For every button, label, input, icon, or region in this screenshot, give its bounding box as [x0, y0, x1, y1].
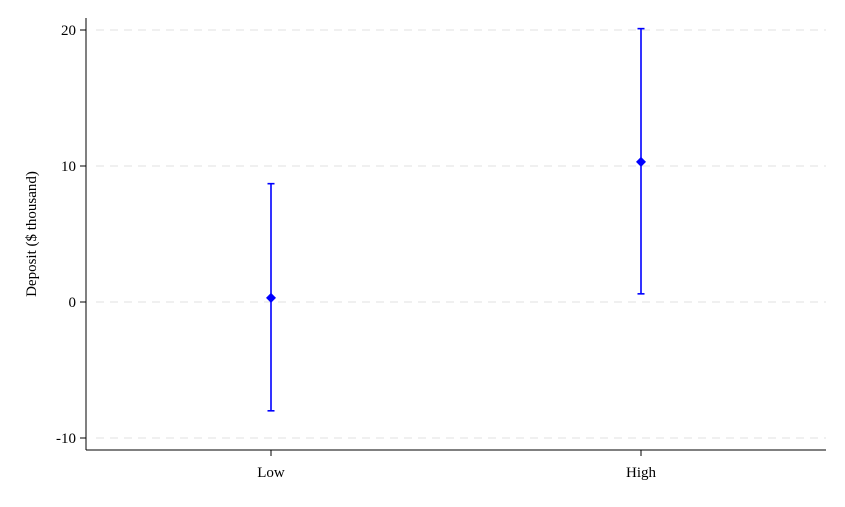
y-ticks: -10 0 10 20 [56, 23, 86, 447]
data-marks [266, 27, 646, 412]
y-tick-label: -10 [56, 431, 76, 447]
y-tick-label: 0 [69, 295, 77, 311]
x-ticks: Low High [257, 450, 657, 481]
point-estimate-marker [636, 156, 646, 167]
y-tick-label: 20 [61, 23, 76, 39]
x-tick-label: High [626, 465, 657, 481]
grid-lines [96, 29, 826, 439]
y-tick-label: 10 [61, 159, 76, 175]
x-tick-label: Low [257, 465, 285, 481]
y-axis-label: Deposit ($ thousand) [24, 171, 40, 297]
point-estimate-marker [266, 292, 276, 303]
axes [85, 18, 826, 451]
